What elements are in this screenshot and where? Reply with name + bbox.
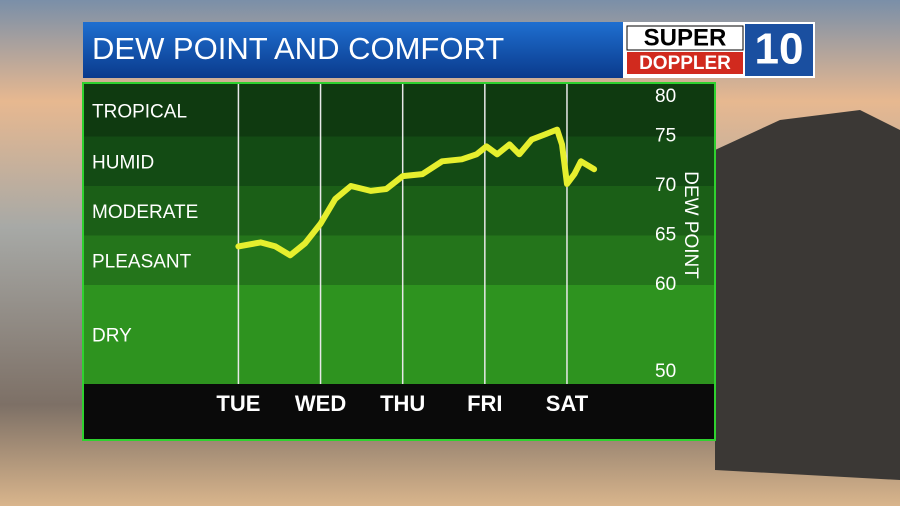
- x-tick-label: WED: [295, 391, 346, 416]
- logo: SUPER DOPPLER 10: [623, 22, 815, 78]
- y-tick-label: 75: [655, 126, 676, 147]
- chart-title: DEW POINT AND COMFORT: [92, 31, 504, 66]
- logo-number: 10: [755, 25, 804, 74]
- y-tick-label: 80: [655, 86, 676, 107]
- band-label: DRY: [92, 326, 132, 347]
- y-tick-label: 65: [655, 225, 676, 246]
- comfort-band: [84, 186, 714, 236]
- title-bar: [83, 22, 623, 78]
- logo-bottom-box: [627, 52, 743, 74]
- band-label: PLEASANT: [92, 251, 192, 272]
- logo-top: SUPER: [644, 24, 727, 51]
- comfort-band: [84, 285, 714, 384]
- plot: TROPICAL HUMID MODERATE PLEASANT DRY TUE WED TH…: [84, 84, 714, 439]
- logo-top-box: [626, 25, 744, 51]
- band-label: HUMID: [92, 152, 154, 173]
- band-label: MODERATE: [92, 202, 198, 223]
- x-tick-label: THU: [380, 391, 425, 416]
- logo-bottom: DOPPLER: [639, 53, 731, 74]
- y-tick-label: 60: [655, 274, 676, 295]
- y-axis-title: DEW POINT: [680, 171, 701, 279]
- band-label: TROPICAL: [92, 101, 187, 122]
- x-tick-label: FRI: [467, 391, 502, 416]
- y-tick-label: 70: [655, 175, 676, 196]
- comfort-band: [84, 235, 714, 285]
- x-tick-label: TUE: [216, 391, 260, 416]
- y-tick-label: 50: [655, 361, 676, 382]
- dew-point-line: [235, 126, 598, 259]
- logo-number-box: [745, 24, 813, 76]
- day-strip: [84, 384, 714, 439]
- rocks: [715, 110, 900, 480]
- x-tick-label: SAT: [546, 391, 589, 416]
- comfort-band: [84, 84, 714, 137]
